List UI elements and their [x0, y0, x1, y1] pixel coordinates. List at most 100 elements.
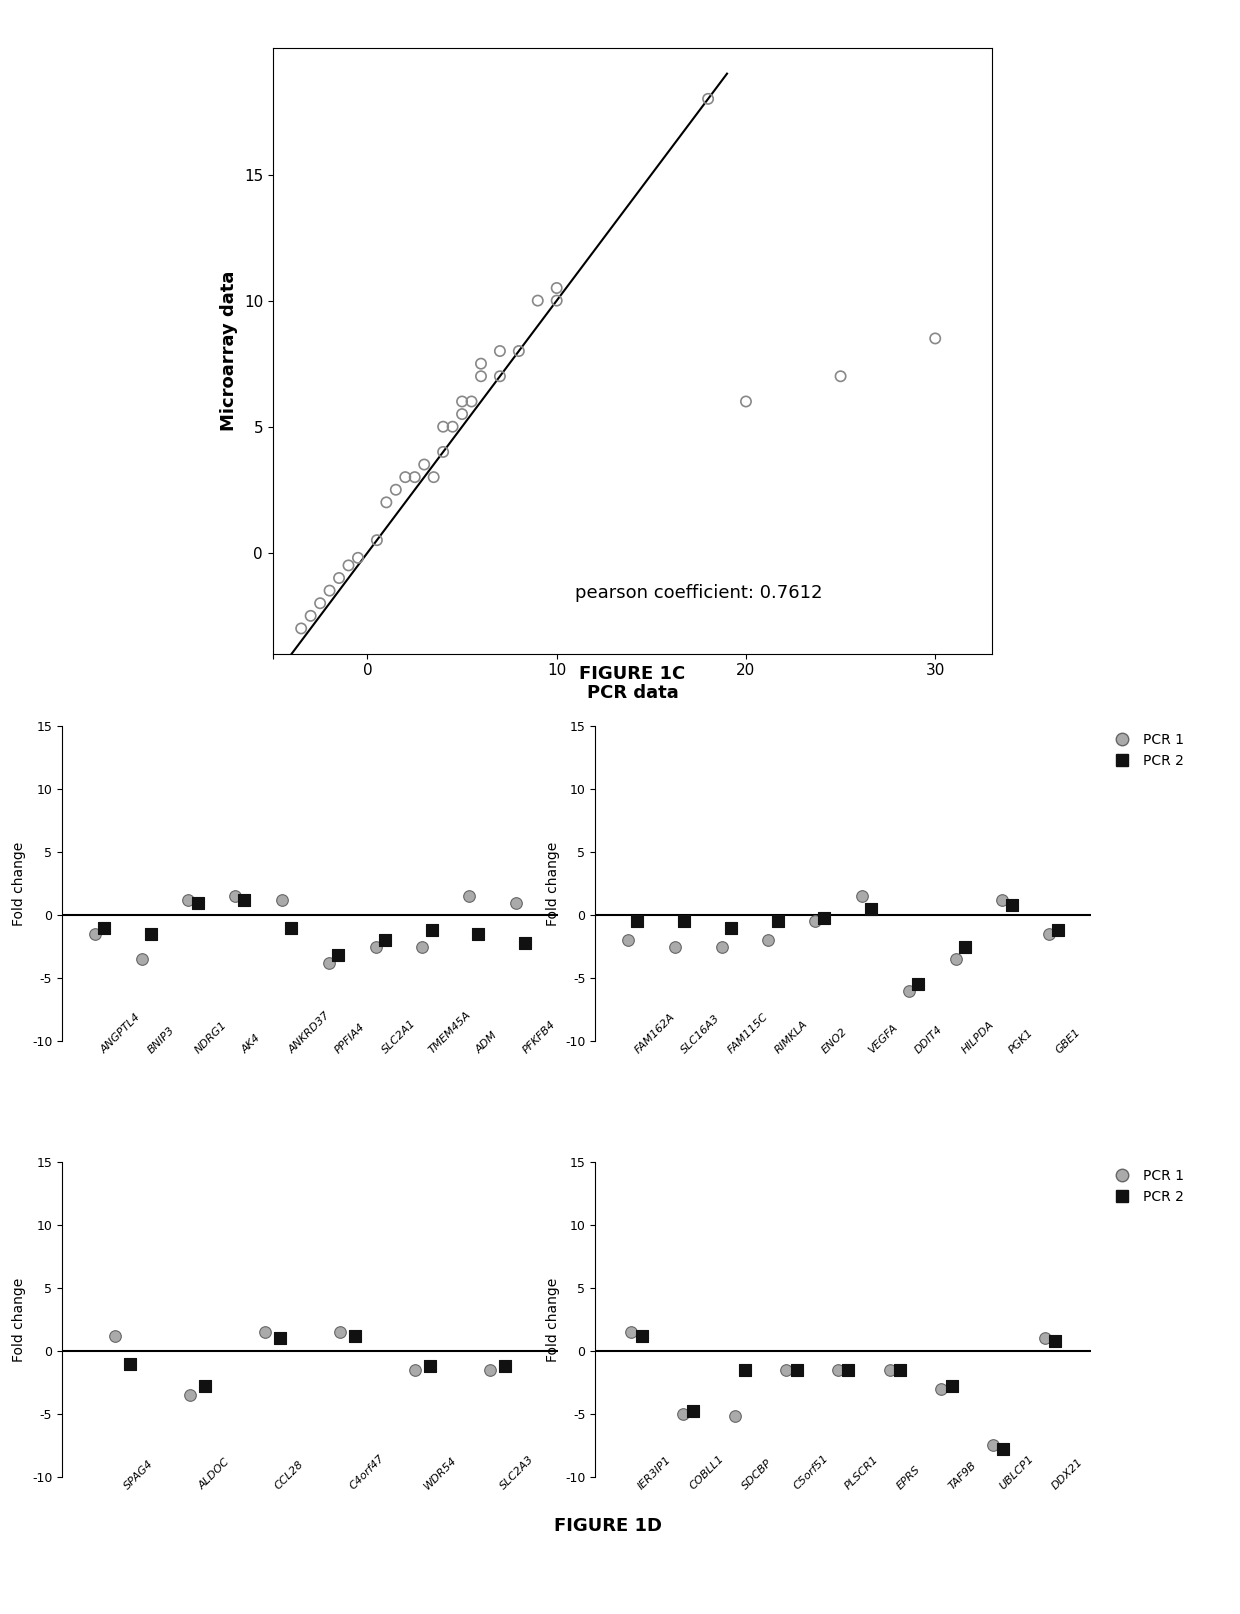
Point: [339, 552, 358, 578]
Point: [424, 465, 444, 491]
Point: [404, 465, 424, 491]
Point: [618, 928, 637, 954]
Point: [104, 1323, 124, 1349]
Point: [234, 888, 254, 914]
Point: [377, 489, 397, 515]
Point: [683, 1398, 703, 1424]
Point: [735, 1357, 755, 1383]
Point: [828, 1357, 848, 1383]
Point: [675, 909, 694, 935]
Point: [270, 1325, 290, 1351]
Point: [1002, 893, 1022, 918]
Point: [131, 946, 151, 972]
Text: FIGURE 1D: FIGURE 1D: [553, 1517, 662, 1535]
Point: [433, 413, 453, 439]
Point: [453, 389, 472, 415]
Point: [94, 915, 114, 941]
Point: [281, 915, 301, 941]
Point: [195, 1374, 215, 1399]
Point: [329, 565, 348, 591]
Point: [768, 909, 787, 935]
Point: [84, 922, 104, 947]
Point: [422, 917, 441, 943]
Point: [301, 604, 321, 629]
Point: [852, 883, 872, 909]
Point: [310, 591, 330, 617]
Point: [272, 888, 291, 914]
Point: [179, 888, 198, 914]
Point: [396, 465, 415, 491]
Point: [698, 86, 718, 111]
Point: [461, 389, 481, 415]
Point: [547, 287, 567, 313]
Point: [508, 339, 528, 365]
Point: [330, 1319, 350, 1344]
Point: [374, 928, 394, 954]
Point: [366, 933, 386, 959]
Point: [329, 943, 348, 968]
Point: [490, 339, 510, 365]
Point: [992, 888, 1012, 914]
Point: [443, 413, 463, 439]
Y-axis label: Fold change: Fold change: [546, 841, 559, 926]
Point: [720, 915, 740, 941]
Point: [993, 1436, 1013, 1462]
Point: [983, 1433, 1003, 1459]
Point: [180, 1382, 200, 1407]
Point: [367, 528, 387, 554]
Point: [890, 1357, 910, 1383]
Point: [471, 363, 491, 389]
Point: [862, 896, 882, 922]
Point: [120, 1351, 140, 1377]
Point: [490, 363, 510, 389]
Point: [516, 930, 536, 955]
Point: [627, 909, 647, 935]
Point: [320, 578, 340, 604]
Point: [712, 933, 732, 959]
Point: [805, 909, 825, 935]
Point: [547, 274, 567, 300]
Point: [946, 946, 966, 972]
Point: [1034, 1325, 1054, 1351]
Point: [759, 928, 779, 954]
Point: [413, 933, 433, 959]
Point: [469, 922, 489, 947]
Point: [908, 972, 928, 997]
Point: [673, 1401, 693, 1427]
Point: [471, 350, 491, 376]
Point: [433, 439, 453, 465]
Point: [414, 452, 434, 478]
Point: [1049, 917, 1069, 943]
Point: [291, 615, 311, 641]
Point: [187, 889, 207, 915]
Point: [405, 1357, 425, 1383]
Point: [528, 287, 548, 313]
Point: [899, 978, 919, 1004]
Point: [496, 1353, 516, 1378]
Point: [955, 933, 975, 959]
Y-axis label: Fold change: Fold change: [12, 1277, 26, 1362]
Point: [386, 476, 405, 502]
Point: [737, 389, 756, 415]
Point: [319, 951, 339, 976]
Point: [255, 1319, 275, 1344]
Text: FIGURE 1C: FIGURE 1C: [579, 665, 686, 683]
Y-axis label: Fold change: Fold change: [546, 1277, 559, 1362]
Point: [345, 1323, 365, 1349]
Point: [665, 933, 684, 959]
Text: pearson coefficient: 0.7612: pearson coefficient: 0.7612: [575, 584, 822, 602]
Point: [506, 889, 526, 915]
Point: [1039, 922, 1059, 947]
Point: [453, 402, 472, 428]
Point: [815, 905, 835, 931]
Point: [831, 363, 851, 389]
Point: [838, 1357, 858, 1383]
Point: [1045, 1328, 1065, 1354]
Y-axis label: Fold change: Fold change: [12, 841, 26, 926]
Point: [348, 546, 368, 571]
Point: [621, 1319, 641, 1344]
Legend: PCR 1, PCR 2: PCR 1, PCR 2: [1109, 733, 1184, 768]
Point: [480, 1357, 500, 1383]
Point: [459, 883, 479, 909]
Point: [420, 1353, 440, 1378]
